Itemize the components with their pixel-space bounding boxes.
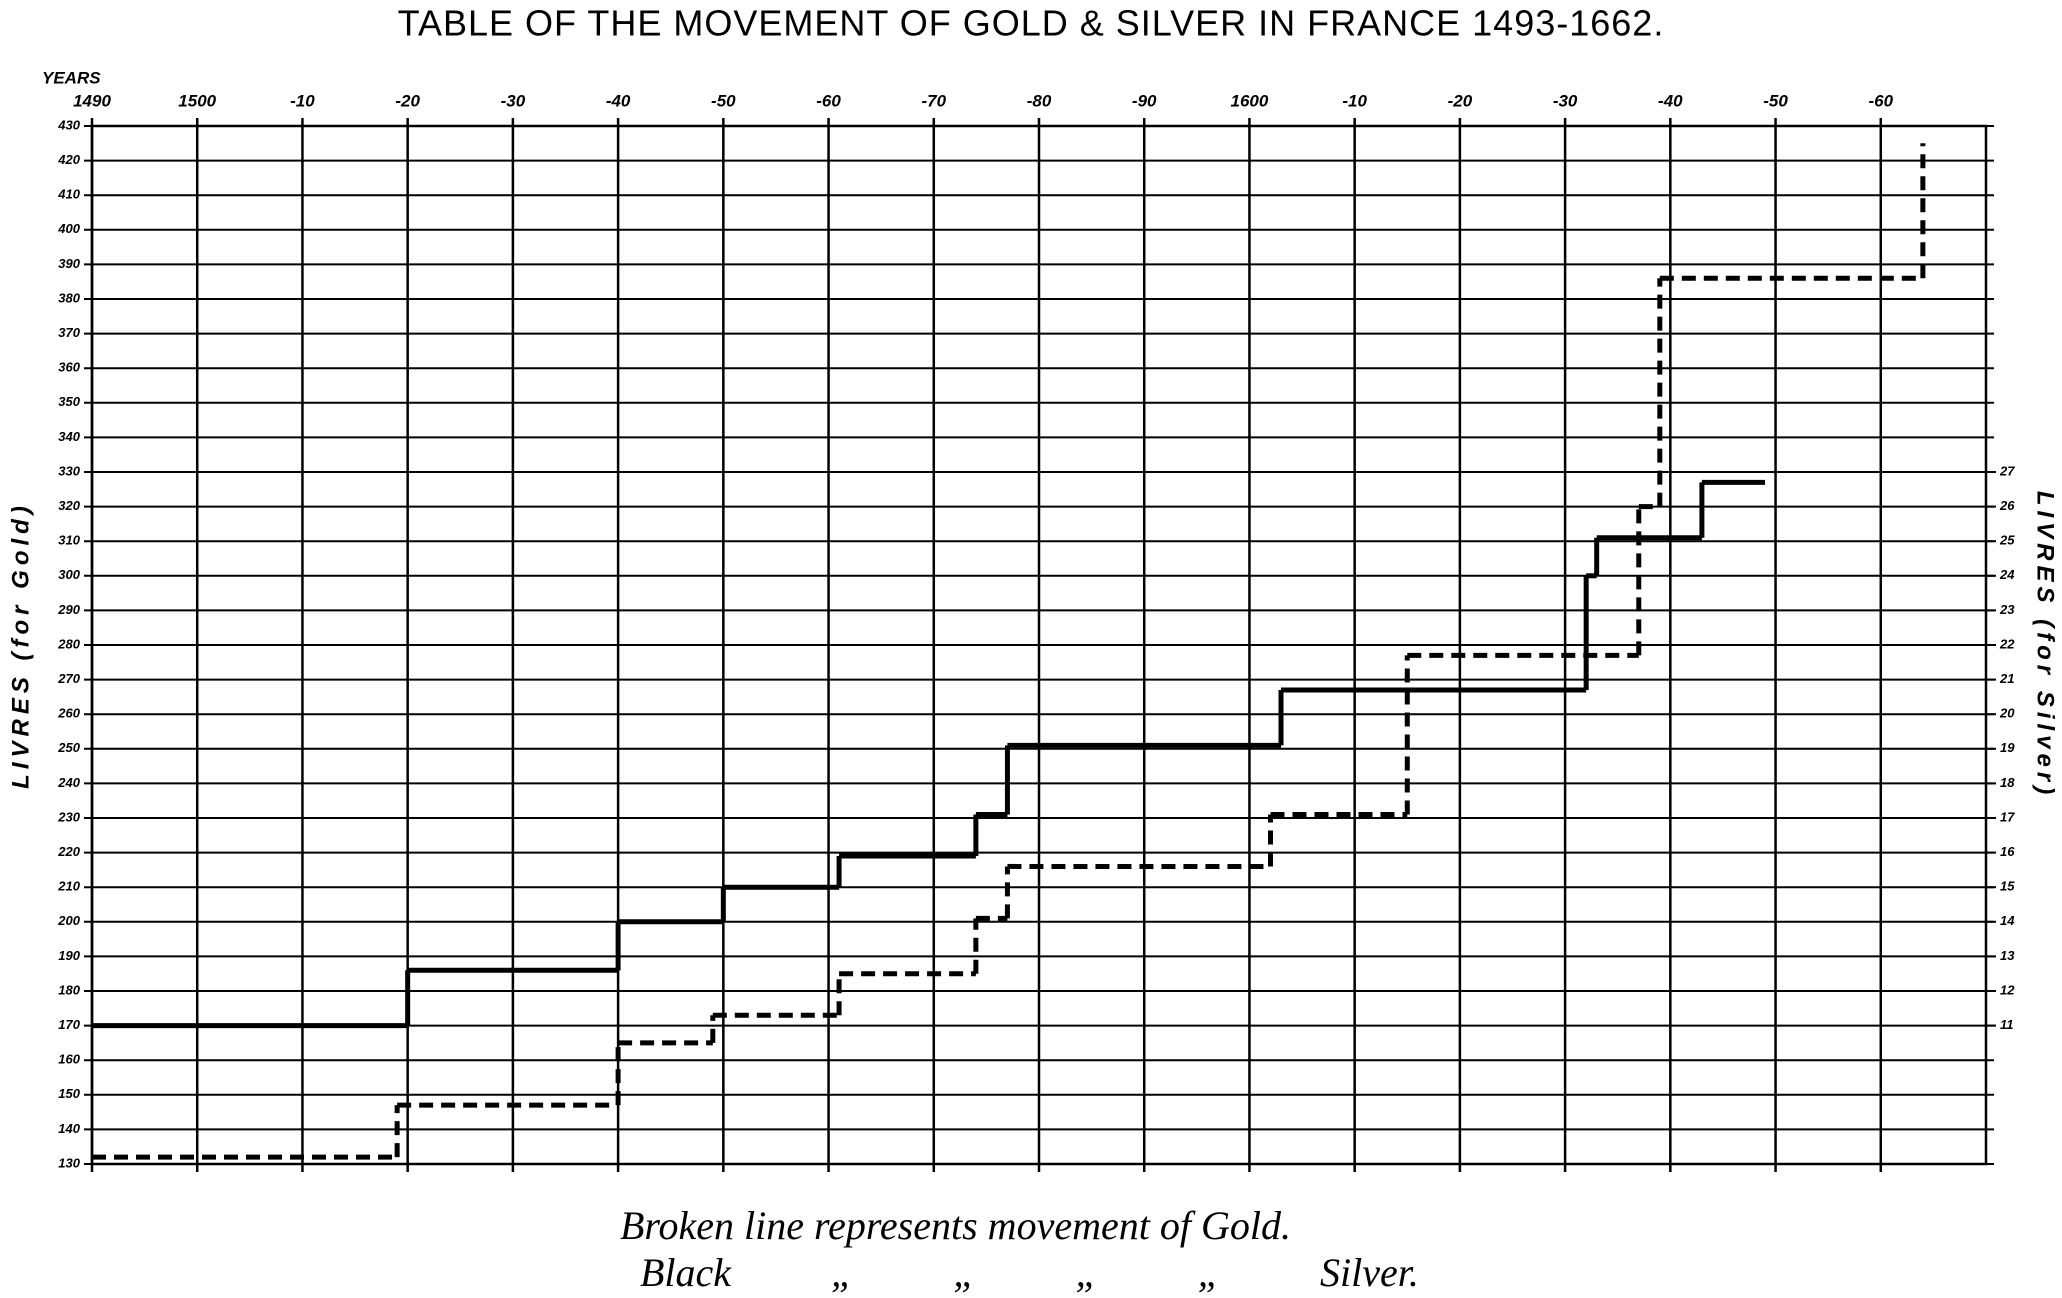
- y2-tick-label: 16: [2000, 844, 2015, 859]
- y-tick-label: 280: [57, 636, 80, 651]
- y2-tick-label: 12: [2000, 982, 2015, 997]
- y-tick-label: 250: [57, 740, 80, 755]
- y2-tick-label: 18: [2000, 775, 2015, 790]
- y-tick-label: 340: [58, 429, 80, 444]
- y-tick-label: 330: [58, 463, 80, 478]
- y2-tick-label: 17: [2000, 809, 2015, 824]
- note: Black „ „ „ „ Silver.: [640, 1250, 1419, 1295]
- y-tick-label: 360: [58, 360, 80, 375]
- x-tick-label: 1490: [73, 91, 111, 110]
- y2-tick-label: 26: [1999, 498, 2015, 513]
- chart-title: TABLE OF THE MOVEMENT OF GOLD & SILVER I…: [398, 3, 1665, 44]
- y-tick-label: 350: [58, 394, 80, 409]
- x-tick-label: -60: [1868, 91, 1893, 110]
- y2-axis-label: LIVRES (for Silver): [2032, 491, 2059, 799]
- y-tick-label: 400: [57, 221, 80, 236]
- y-tick-label: 410: [57, 187, 80, 202]
- y-tick-label: 260: [57, 706, 80, 721]
- y-tick-label: 170: [58, 1017, 80, 1032]
- y-tick-label: 380: [58, 290, 80, 305]
- y-tick-label: 130: [58, 1155, 80, 1170]
- y-tick-label: 180: [58, 982, 80, 997]
- y-tick-label: 150: [58, 1086, 80, 1101]
- x-tick-label: -20: [1448, 91, 1473, 110]
- note: Broken line represents movement of Gold.: [620, 1203, 1291, 1248]
- x-tick-label: -50: [711, 91, 736, 110]
- y-tick-label: 420: [57, 152, 80, 167]
- y2-tick-label: 11: [2000, 1017, 2014, 1032]
- y-tick-label: 390: [58, 256, 80, 271]
- y-tick-label: 210: [57, 879, 80, 894]
- x-tick-label: -30: [501, 91, 526, 110]
- x-tick-label: -10: [290, 91, 315, 110]
- y-tick-label: 230: [57, 809, 80, 824]
- x-tick-label: -70: [921, 91, 946, 110]
- x-tick-label: -40: [1658, 91, 1683, 110]
- x-tick-label: 1600: [1231, 91, 1269, 110]
- y-tick-label: 240: [57, 775, 80, 790]
- y-tick-label: 160: [58, 1052, 80, 1067]
- x-tick-label: -50: [1763, 91, 1788, 110]
- y2-tick-label: 27: [1999, 463, 2015, 478]
- y-axis-label: LIVRES (for Gold): [7, 501, 34, 789]
- y2-tick-label: 21: [1999, 671, 2014, 686]
- y-tick-label: 370: [58, 325, 80, 340]
- y2-tick-label: 24: [1999, 567, 2015, 582]
- x-tick-label: -90: [1132, 91, 1157, 110]
- y-tick-label: 430: [57, 117, 80, 132]
- y2-tick-label: 15: [2000, 879, 2015, 894]
- x-axis-label: YEARS: [42, 68, 101, 87]
- y2-tick-label: 14: [2000, 913, 2015, 928]
- y-tick-label: 140: [58, 1121, 80, 1136]
- x-tick-label: -40: [606, 91, 631, 110]
- y2-tick-label: 13: [2000, 948, 2015, 963]
- x-tick-label: -80: [1027, 91, 1052, 110]
- y-tick-label: 270: [57, 671, 80, 686]
- y-tick-label: 200: [57, 913, 80, 928]
- y-tick-label: 320: [58, 498, 80, 513]
- y-tick-label: 290: [57, 602, 80, 617]
- y2-tick-label: 22: [1999, 636, 2015, 651]
- x-tick-label: -30: [1553, 91, 1578, 110]
- y-tick-label: 190: [58, 948, 80, 963]
- y-tick-label: 220: [57, 844, 80, 859]
- y-tick-label: 310: [58, 533, 80, 548]
- x-tick-label: -60: [816, 91, 841, 110]
- x-tick-label: -20: [395, 91, 420, 110]
- x-tick-label: 1500: [178, 91, 216, 110]
- y-tick-label: 300: [58, 567, 80, 582]
- y2-tick-label: 23: [1999, 602, 2015, 617]
- x-tick-label: -10: [1342, 91, 1367, 110]
- y2-tick-label: 25: [1999, 533, 2015, 548]
- y2-tick-label: 19: [2000, 740, 2015, 755]
- y2-tick-label: 20: [1999, 706, 2015, 721]
